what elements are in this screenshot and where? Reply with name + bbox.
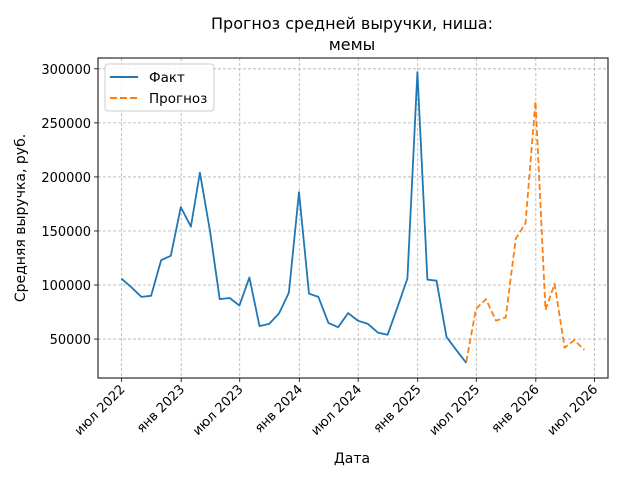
- x-tick-label: июл 2026: [545, 382, 602, 439]
- y-axis-ticks: 50000 100000 150000 200000 250000 300000: [41, 63, 98, 348]
- legend-label-fact: Факт: [149, 70, 185, 86]
- series-lines: [120, 71, 586, 364]
- y-tick-label: 50000: [50, 333, 91, 348]
- x-axis-label: Дата: [334, 451, 370, 467]
- x-tick-label: июл 2023: [190, 382, 247, 439]
- y-tick-label: 200000: [41, 171, 91, 186]
- chart-title-line2: мемы: [329, 35, 376, 54]
- legend: Факт Прогноз: [104, 63, 215, 112]
- x-tick-label: янв 2026: [489, 382, 543, 436]
- x-tick-label: июл 2024: [308, 382, 365, 439]
- x-tick-label: июл 2025: [427, 382, 484, 439]
- x-axis-ticks: июл 2022 янв 2023 июл 2023 янв 2024 июл 2024…: [72, 378, 601, 439]
- chart-title: Прогноз средней выручки, ниша:: [211, 14, 493, 33]
- y-axis-label: Средняя выручка, руб.: [13, 134, 29, 302]
- y-tick-label: 300000: [41, 63, 91, 78]
- series-line-forecast: [465, 100, 586, 362]
- y-tick-label: 250000: [41, 117, 91, 132]
- legend-label-forecast: Прогноз: [149, 91, 207, 107]
- legend-frame: [104, 63, 215, 112]
- x-tick-label: янв 2025: [371, 382, 425, 436]
- x-tick-label: янв 2024: [252, 382, 306, 436]
- series-line-fact: [120, 71, 468, 364]
- y-tick-label: 150000: [41, 225, 91, 240]
- x-tick-label: июл 2022: [72, 382, 129, 439]
- y-tick-label: 100000: [41, 279, 91, 294]
- plot-area-frame: [97, 57, 609, 379]
- x-tick-label: янв 2023: [134, 382, 188, 436]
